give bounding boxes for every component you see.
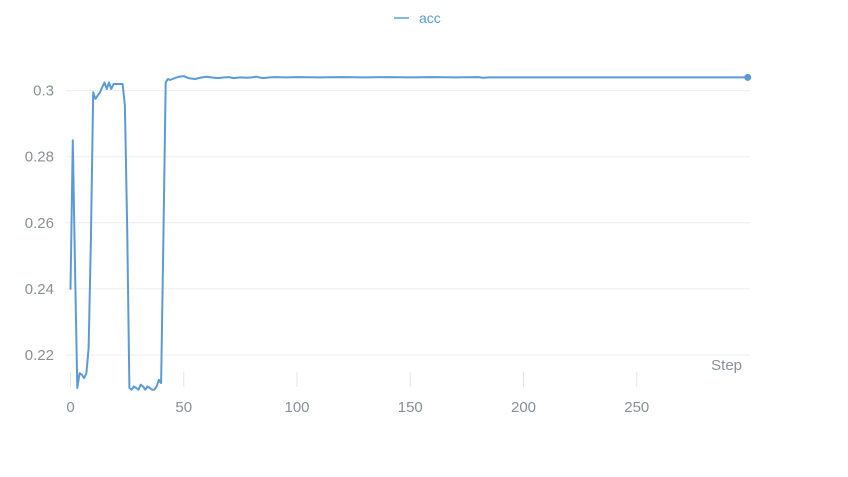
x-tick-label: 0 [66,399,74,416]
y-tick-labels: 0.22 0.24 0.26 0.28 0.3 [25,83,54,364]
x-tick-label: 200 [511,399,536,416]
x-ticks [70,372,638,387]
y-tick-label: 0.26 [25,215,54,232]
y-tick-label: 0.3 [33,83,54,100]
legend[interactable]: acc [394,10,441,26]
gridlines [66,90,750,356]
x-tick-label: 50 [175,399,192,416]
y-tick-label: 0.22 [25,347,54,364]
series-line-acc [69,75,749,391]
x-tick-labels: 0 50 100 150 200 250 [66,399,649,416]
series-end-marker[interactable] [744,73,752,81]
x-tick-label: 250 [624,399,649,416]
x-tick-label: 100 [285,399,310,416]
x-axis-label: Step [711,357,742,374]
legend-label-acc: acc [419,10,441,26]
y-tick-label: 0.28 [25,149,54,166]
x-tick-label: 150 [398,399,423,416]
series-layer [69,73,752,391]
y-tick-label: 0.24 [25,281,54,298]
